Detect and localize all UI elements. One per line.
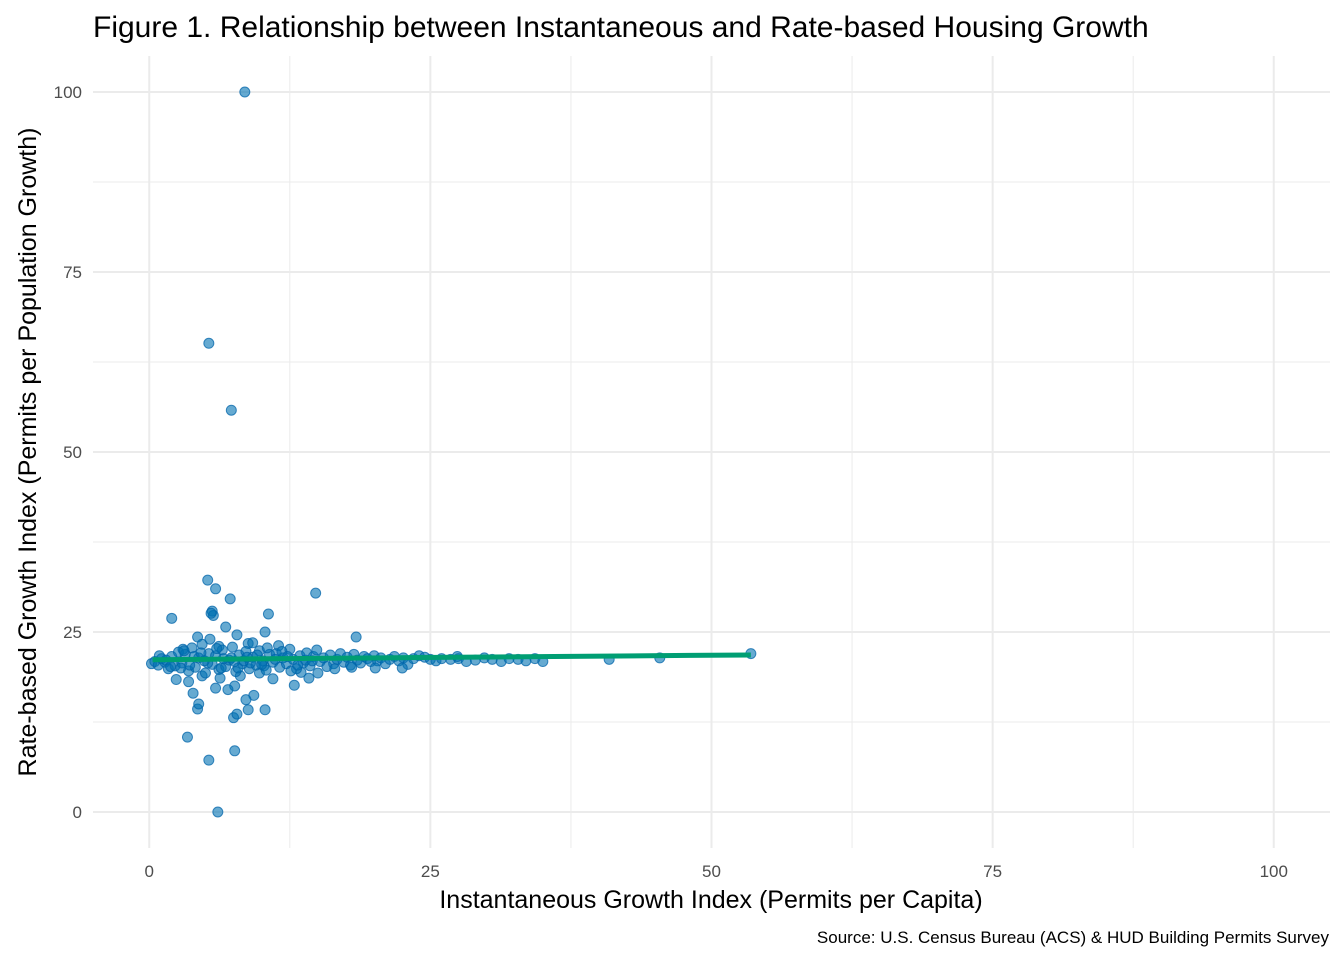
trend-line-layer [152, 652, 751, 663]
source-caption: Source: U.S. Census Bureau (ACS) & HUD B… [817, 928, 1330, 947]
y-tick-label: 100 [54, 83, 82, 102]
data-point [220, 621, 232, 633]
x-tick-label: 0 [144, 862, 153, 881]
data-point [346, 661, 358, 673]
data-point [261, 642, 273, 654]
data-point [259, 704, 271, 716]
data-point [224, 593, 236, 605]
x-axis-title: Instantaneous Growth Index (Permits per … [439, 886, 982, 914]
y-tick-label: 25 [63, 623, 82, 642]
data-point [369, 662, 381, 674]
y-axis-title: Rate-based Growth Index (Permits per Pop… [14, 128, 42, 777]
major-gridlines [93, 56, 1330, 848]
data-point [181, 731, 193, 743]
data-point [226, 641, 238, 653]
data-point [240, 694, 252, 706]
data-point [165, 661, 177, 673]
data-point [222, 684, 234, 696]
data-point [239, 86, 251, 98]
data-point [203, 337, 215, 349]
data-point [311, 644, 323, 656]
y-tick-label: 50 [63, 443, 82, 462]
data-point [202, 574, 214, 586]
x-tick-label: 25 [421, 862, 440, 881]
data-point [396, 662, 408, 674]
data-point [231, 629, 243, 641]
data-point [259, 626, 271, 638]
data-point [310, 587, 322, 599]
data-point [303, 672, 315, 684]
data-point [203, 754, 215, 766]
trend-line [152, 652, 751, 663]
data-point [329, 663, 341, 675]
x-tick-label: 50 [702, 862, 721, 881]
data-point [312, 667, 324, 679]
data-point [175, 662, 187, 674]
x-tick-label: 100 [1260, 862, 1288, 881]
data-point [215, 662, 227, 674]
y-tick-label: 0 [73, 803, 82, 822]
data-point [242, 704, 254, 716]
data-point [267, 673, 279, 685]
chart-title: Figure 1. Relationship between Instantan… [93, 11, 1149, 44]
data-point [247, 637, 259, 649]
data-point [212, 806, 224, 818]
y-axis-ticks: 0 25 50 75 100 [54, 83, 82, 822]
data-point [204, 633, 216, 645]
data-point [170, 674, 182, 686]
x-axis-ticks: 0 25 50 75 100 [144, 862, 1287, 881]
data-point [183, 676, 195, 688]
y-tick-label: 75 [63, 263, 82, 282]
data-point [193, 698, 205, 710]
data-point [205, 607, 217, 619]
x-tick-label: 75 [983, 862, 1002, 881]
data-point [231, 708, 243, 720]
data-point [229, 745, 241, 757]
data-point [210, 682, 222, 694]
data-point [211, 643, 223, 655]
data-point [187, 687, 199, 699]
data-point [288, 679, 300, 691]
data-point [225, 404, 237, 416]
data-point [210, 583, 222, 595]
data-point [262, 608, 274, 620]
data-point [166, 612, 178, 624]
data-point [292, 659, 304, 671]
data-point [350, 631, 362, 643]
data-point [199, 667, 211, 679]
data-point [178, 645, 190, 657]
